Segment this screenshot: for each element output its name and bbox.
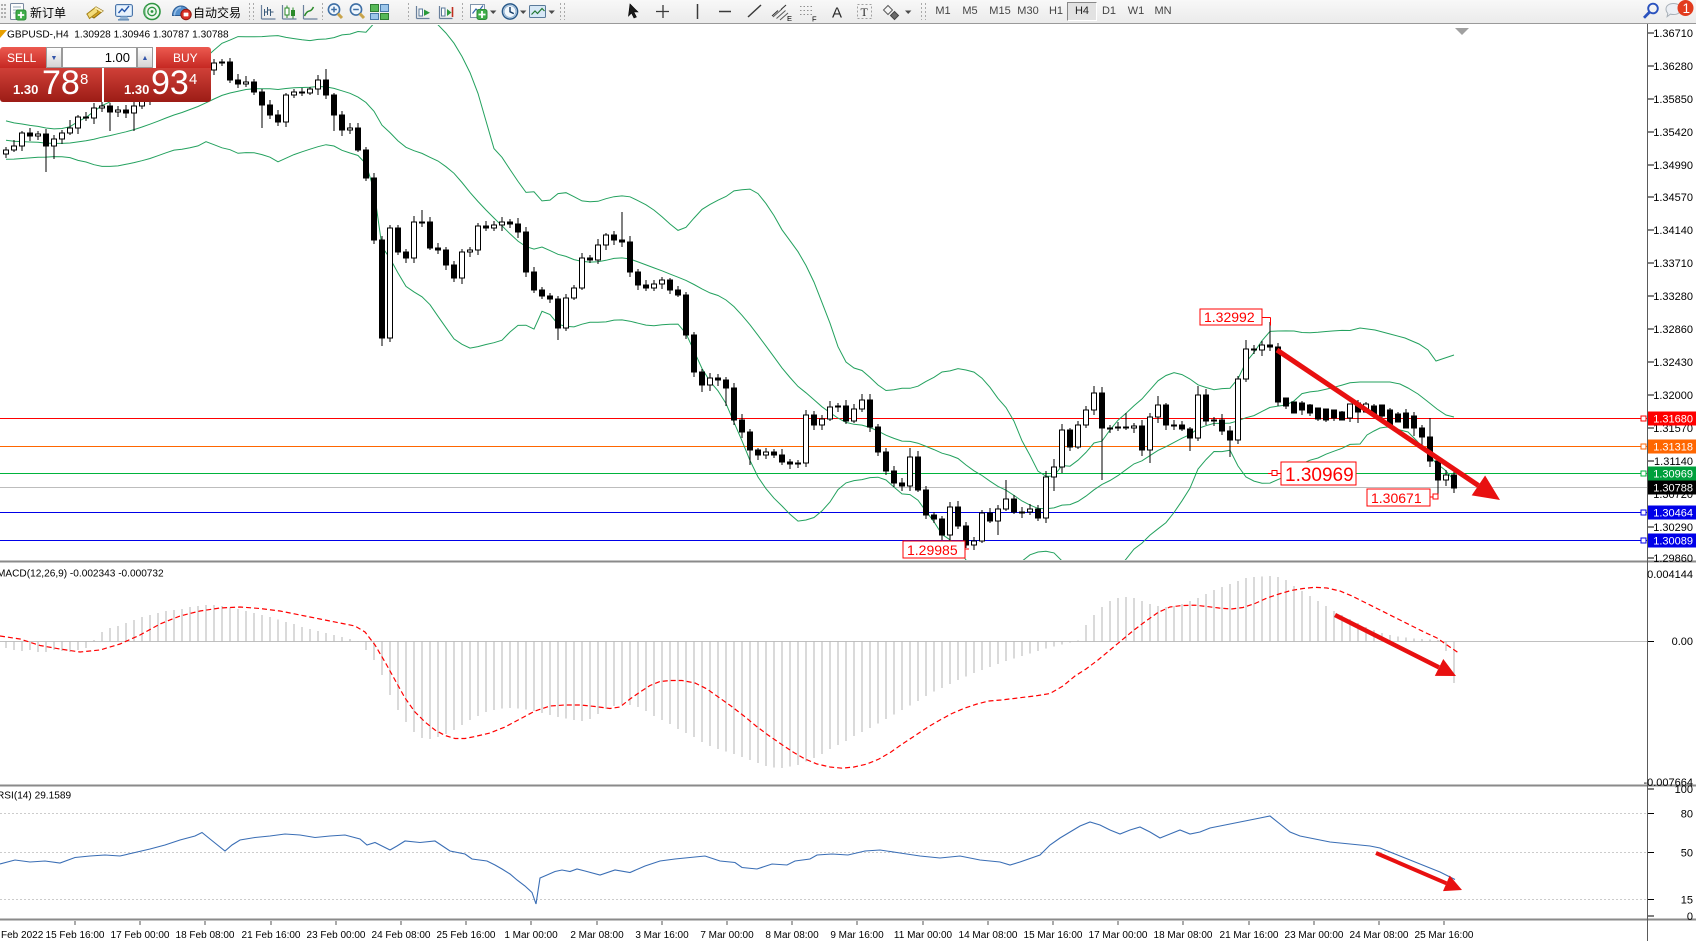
svg-text:Feb 2022: Feb 2022 xyxy=(1,930,44,941)
svg-text:1.36280: 1.36280 xyxy=(1653,61,1693,73)
svg-text:1.32430: 1.32430 xyxy=(1653,357,1693,369)
svg-text:15: 15 xyxy=(1681,895,1693,907)
svg-text:1.31318: 1.31318 xyxy=(1653,442,1693,454)
svg-text:100: 100 xyxy=(1675,784,1693,796)
svg-text:1 Mar 00:00: 1 Mar 00:00 xyxy=(504,930,558,941)
svg-text:1.35420: 1.35420 xyxy=(1653,127,1693,139)
svg-text:0: 0 xyxy=(1687,911,1693,923)
svg-text:3 Mar 16:00: 3 Mar 16:00 xyxy=(635,930,689,941)
svg-text:1.30969: 1.30969 xyxy=(1285,465,1354,486)
svg-text:23 Mar 00:00: 23 Mar 00:00 xyxy=(1285,930,1344,941)
svg-text:MACD(12,26,9) -0.002343 -0.000: MACD(12,26,9) -0.002343 -0.000732 xyxy=(0,569,164,580)
svg-text:1.34990: 1.34990 xyxy=(1653,160,1693,172)
svg-text:21 Mar 16:00: 21 Mar 16:00 xyxy=(1220,930,1279,941)
svg-text:1.31140: 1.31140 xyxy=(1654,456,1693,468)
svg-text:A: A xyxy=(832,5,842,22)
svg-text:1.32000: 1.32000 xyxy=(1653,390,1693,402)
svg-text:1.29985: 1.29985 xyxy=(907,542,958,558)
svg-text:11 Mar 00:00: 11 Mar 00:00 xyxy=(894,930,953,941)
svg-text:1.30969: 1.30969 xyxy=(1653,469,1693,481)
svg-text:-0.007664: -0.007664 xyxy=(1643,777,1693,789)
svg-text:1.30464: 1.30464 xyxy=(1653,508,1693,520)
svg-text:1.34140: 1.34140 xyxy=(1653,225,1693,237)
svg-text:7 Mar 00:00: 7 Mar 00:00 xyxy=(700,930,754,941)
svg-text:GBPUSD-,H4 1.30928 1.30946 1.: GBPUSD-,H4 1.30928 1.30946 1.30787 1.307… xyxy=(7,30,229,41)
svg-text:T: T xyxy=(861,5,869,19)
svg-text:RSI(14) 29.1589: RSI(14) 29.1589 xyxy=(0,791,71,802)
svg-text:17 Feb 00:00: 17 Feb 00:00 xyxy=(111,930,170,941)
svg-text:9 Mar 16:00: 9 Mar 16:00 xyxy=(830,930,884,941)
svg-text:1.33280: 1.33280 xyxy=(1653,291,1693,303)
svg-text:1.34570: 1.34570 xyxy=(1653,192,1693,204)
svg-text:50: 50 xyxy=(1681,848,1693,860)
svg-text:F: F xyxy=(812,15,817,24)
svg-text:1: 1 xyxy=(1683,1,1691,16)
svg-text:0.004144: 0.004144 xyxy=(1647,569,1693,581)
svg-text:15 Feb 16:00: 15 Feb 16:00 xyxy=(46,930,105,941)
svg-text:14 Mar 08:00: 14 Mar 08:00 xyxy=(959,930,1018,941)
svg-text:25 Feb 16:00: 25 Feb 16:00 xyxy=(437,930,496,941)
svg-text:1.32992: 1.32992 xyxy=(1204,309,1255,325)
svg-text:8 Mar 08:00: 8 Mar 08:00 xyxy=(765,930,819,941)
svg-text:17 Mar 00:00: 17 Mar 00:00 xyxy=(1089,930,1148,941)
svg-text:2 Mar 08:00: 2 Mar 08:00 xyxy=(570,930,624,941)
svg-text:1.29860: 1.29860 xyxy=(1653,553,1693,565)
svg-text:25 Mar 16:00: 25 Mar 16:00 xyxy=(1415,930,1474,941)
svg-text:15 Mar 16:00: 15 Mar 16:00 xyxy=(1024,930,1083,941)
svg-text:1.31570: 1.31570 xyxy=(1653,423,1693,435)
svg-text:1.30788: 1.30788 xyxy=(1653,483,1693,495)
svg-text:18 Mar 08:00: 18 Mar 08:00 xyxy=(1154,930,1213,941)
svg-text:1.30671: 1.30671 xyxy=(1371,490,1422,506)
svg-text:21 Feb 16:00: 21 Feb 16:00 xyxy=(242,930,301,941)
svg-text:1.30290: 1.30290 xyxy=(1653,522,1693,534)
svg-text:0.00: 0.00 xyxy=(1672,636,1693,648)
svg-text:1.31680: 1.31680 xyxy=(1653,414,1693,426)
svg-text:24 Mar 08:00: 24 Mar 08:00 xyxy=(1350,930,1409,941)
svg-text:1.35850: 1.35850 xyxy=(1653,94,1693,106)
svg-text:1.36710: 1.36710 xyxy=(1653,28,1693,40)
svg-text:24 Feb 08:00: 24 Feb 08:00 xyxy=(372,930,431,941)
svg-text:1.30089: 1.30089 xyxy=(1653,536,1693,548)
svg-text:18 Feb 08:00: 18 Feb 08:00 xyxy=(176,930,235,941)
svg-text:80: 80 xyxy=(1681,809,1693,821)
svg-text:1.32860: 1.32860 xyxy=(1653,324,1693,336)
svg-text:23 Feb 00:00: 23 Feb 00:00 xyxy=(307,930,366,941)
svg-text:E: E xyxy=(787,14,792,23)
svg-text:1.33710: 1.33710 xyxy=(1653,258,1693,270)
